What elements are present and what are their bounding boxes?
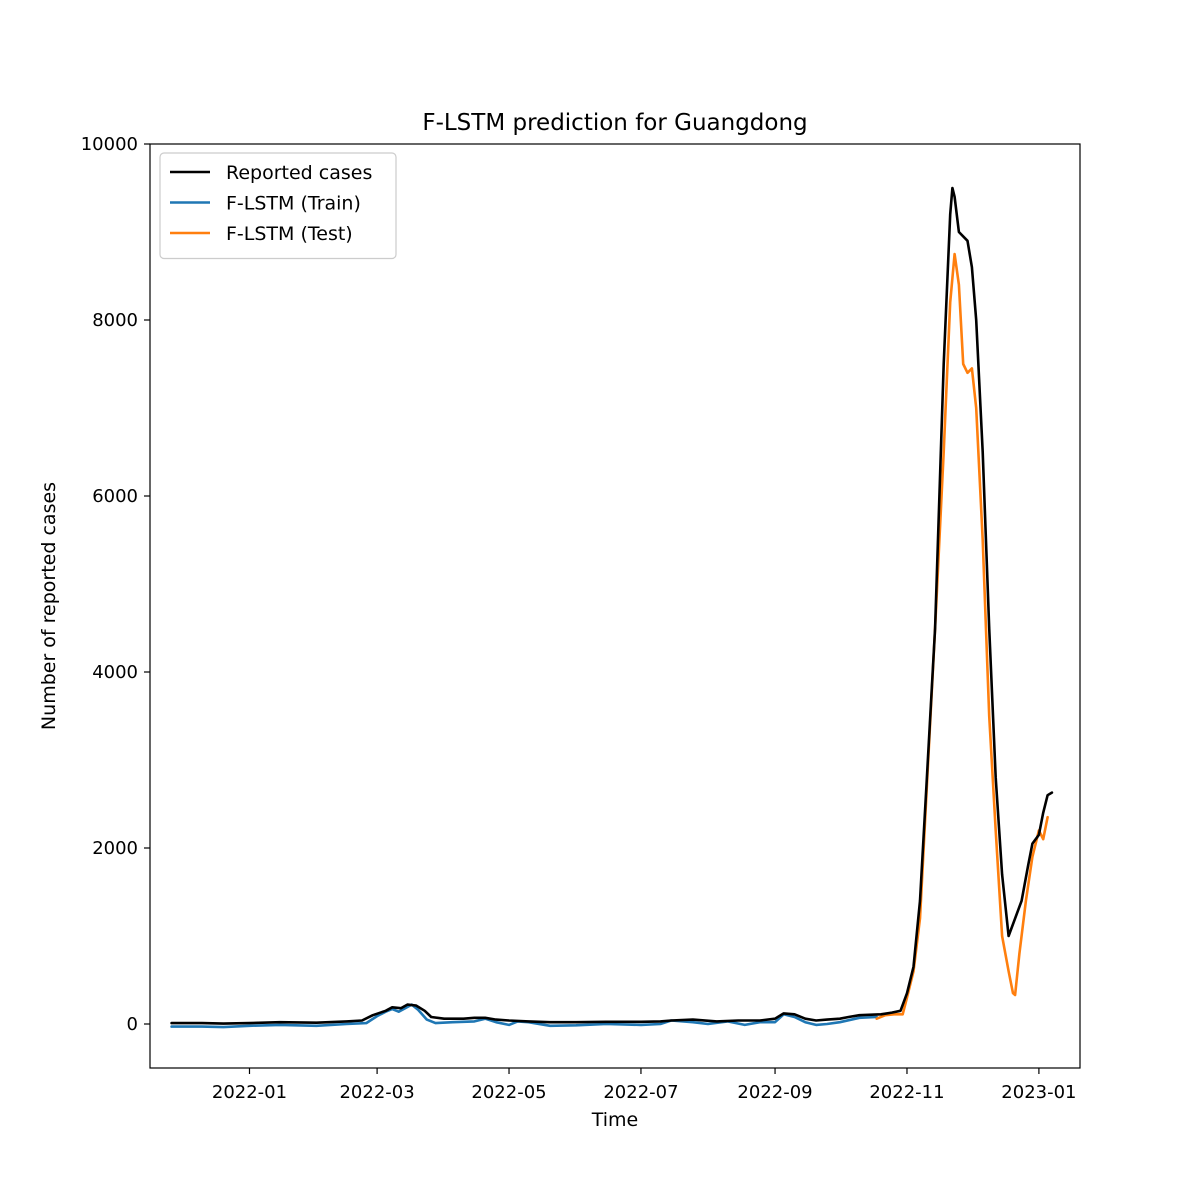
legend: Reported cases F-LSTM (Train) F-LSTM (Test… — [159, 152, 397, 260]
y-tick-label: 8000 — [92, 310, 138, 331]
series-line-0 — [170, 186, 1054, 1025]
legend-label: F-LSTM (Test) — [226, 223, 353, 245]
chart-title: F-LSTM prediction for Guangdong — [422, 110, 807, 136]
x-axis: 2022-01 2022-03 2022-05 2022-07 2022-09 2022-… — [212, 1068, 1077, 1103]
y-axis-label: Number of reported cases — [38, 482, 60, 730]
y-tick-label: 4000 — [92, 662, 138, 683]
y-tick-label: 2000 — [92, 838, 138, 859]
y-tick-label: 0 — [127, 1014, 138, 1035]
y-tick-label: 10000 — [81, 134, 138, 155]
x-tick-label: 2022-01 — [212, 1082, 287, 1103]
x-tick-label: 2022-07 — [603, 1082, 678, 1103]
y-axis: 0 2000 4000 6000 8000 10000 — [81, 134, 150, 1035]
x-tick-label: 2022-09 — [737, 1082, 812, 1103]
legend-label: F-LSTM (Train) — [226, 193, 361, 215]
x-tick-label: 2022-05 — [471, 1082, 546, 1103]
x-tick-label: 2022-11 — [869, 1082, 944, 1103]
plot-frame — [149, 143, 1081, 1069]
plot-series — [170, 186, 1054, 1029]
x-tick-label: 2023-01 — [1001, 1082, 1076, 1103]
y-tick-label: 6000 — [92, 486, 138, 507]
legend-box — [159, 152, 397, 260]
x-tick-label: 2022-03 — [339, 1082, 414, 1103]
legend-label: Reported cases — [226, 162, 372, 184]
x-axis-label: Time — [591, 1109, 639, 1131]
